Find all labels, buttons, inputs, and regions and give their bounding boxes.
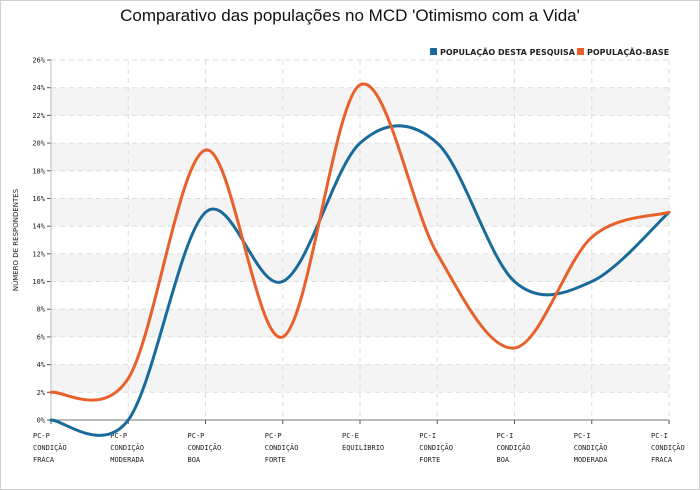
x-tick-label: PC-P CONDIÇÃO FORTE [265,432,299,464]
grid-band [51,198,669,227]
y-tick-label: 4% [37,361,46,369]
y-tick-label: 22% [32,112,45,120]
y-tick-label: 18% [32,167,45,175]
grid-band [51,143,669,171]
y-axis-label: NÚMERO DE RESPONDENTES [11,188,20,291]
y-tick-label: 0% [37,417,46,425]
legend-label: POPULAÇÃO-BASE [587,47,669,57]
x-tick-label: PC-I CONDIÇÃO BOA [497,432,531,464]
legend-swatch [430,48,437,55]
x-tick-label: PC-I CONDIÇÃO FORTE [419,432,453,464]
x-tick-label: PC-E EQUILÍBRIO [342,432,384,452]
series-line-2 [49,82,671,402]
y-tick-label: 8% [37,306,46,314]
y-tick-label: 10% [32,278,45,286]
grid-band [51,87,669,116]
x-tick-label: PC-P CONDIÇÃO FRACA [33,432,67,464]
x-tick-label: PC-P CONDIÇÃO BOA [188,432,222,464]
series-line-1 [49,124,671,437]
y-tick-label: 24% [32,84,45,92]
y-tick-label: 14% [32,223,45,231]
chart-title: Comparativo das populações no MCD 'Otimi… [120,6,580,25]
y-tick-label: 6% [37,333,46,341]
y-tick-label: 16% [32,195,45,203]
y-tick-label: 26% [32,57,45,65]
x-tick-label: PC-P CONDIÇÃO MODERADA [110,432,145,464]
y-tick-label: 20% [32,140,45,148]
legend-label: POPULAÇÃO DESTA PESQUISA [440,47,576,57]
legend-swatch [577,48,584,55]
y-tick-label: 2% [37,389,46,397]
y-tick-label: 12% [32,250,45,258]
x-tick-label: PC-I CONDIÇÃO FRACA [651,432,685,464]
x-tick-label: PC-I CONDIÇÃO MODERADA [574,432,609,464]
